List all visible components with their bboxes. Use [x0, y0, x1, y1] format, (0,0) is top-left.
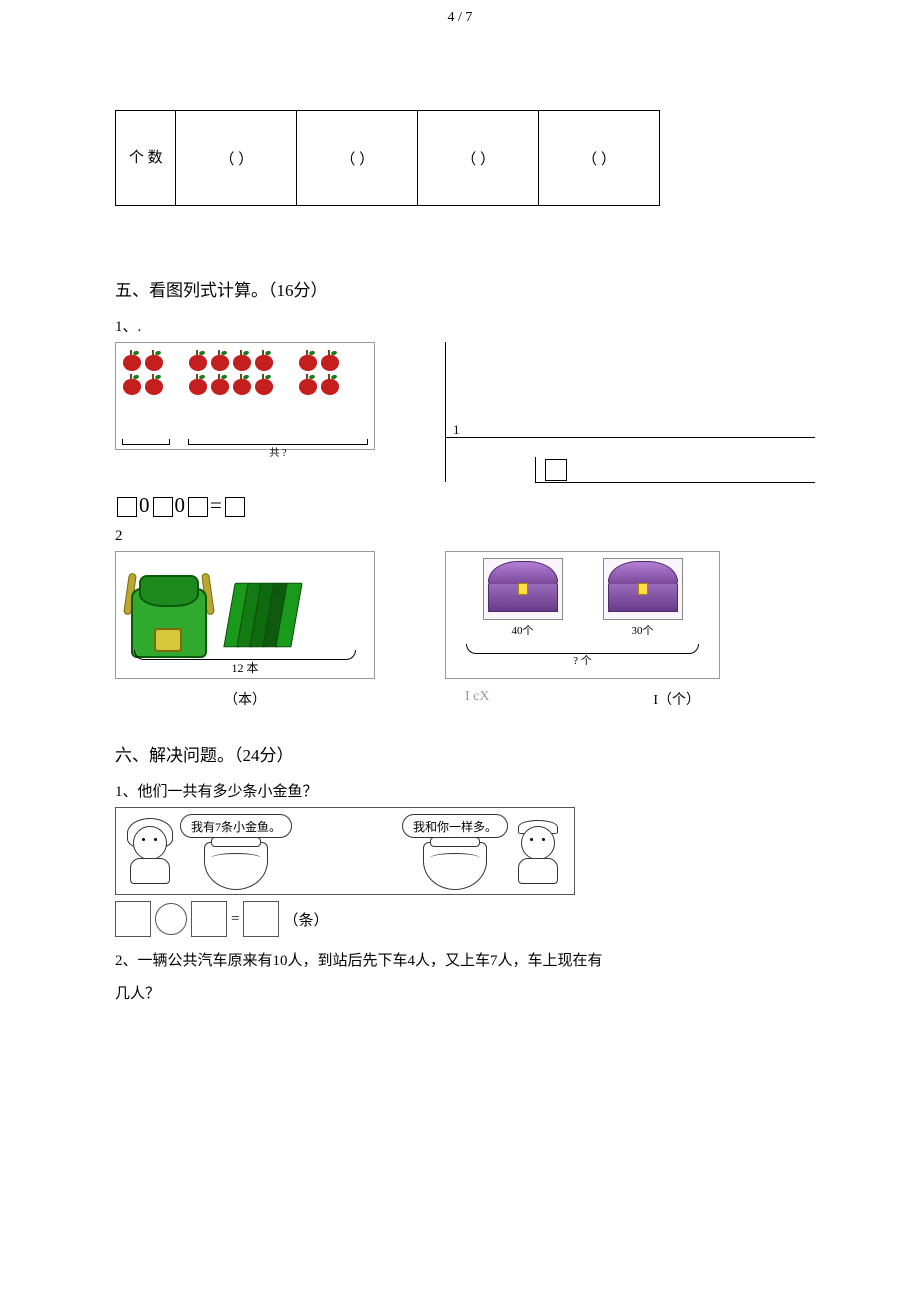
apple-icon: [144, 373, 164, 395]
apple-icon: [210, 349, 230, 371]
apple-icon: [122, 349, 142, 371]
boy-group: 我和你一样多。: [402, 814, 562, 888]
diagram-small-box: [545, 459, 567, 481]
backpack-icon: [124, 573, 214, 658]
backpack-label: 12 本: [116, 659, 374, 676]
count-cell: （ ）: [539, 111, 660, 206]
chests-figure: 40个 30个 ? 个: [445, 551, 720, 679]
q1-figure-row: 共 ? 1: [115, 342, 815, 487]
q2-figure-row: 12 本 （本） 40个 30个 ? 个: [115, 551, 815, 709]
worksheet-content: 个 数 （ ） （ ） （ ） （ ） 五、看图列式计算。（16分） 1、.: [115, 110, 815, 1011]
section5-title: 五、看图列式计算。（16分）: [115, 276, 815, 301]
blank-box: [225, 497, 245, 517]
count-cell: （ ）: [176, 111, 297, 206]
fish-answer-row: = （条）: [115, 901, 815, 937]
fish-unit: （条）: [283, 909, 328, 930]
apple-group-2: [188, 349, 274, 443]
backpack-figure: 12 本: [115, 551, 375, 679]
apples-figure: 共 ?: [115, 342, 375, 450]
blank-box: [188, 497, 208, 517]
count-table: 个 数 （ ） （ ） （ ） （ ）: [115, 110, 660, 206]
section6-title: 六、解决问题。（24分）: [115, 741, 815, 766]
answer-box: [115, 901, 151, 937]
apple-icon: [144, 349, 164, 371]
s6-q1-number: 1、他们一共有多少条小金鱼？: [115, 780, 815, 801]
apple-group-3: [298, 349, 340, 443]
table-row: 个 数 （ ） （ ） （ ） （ ）: [116, 111, 660, 206]
apple-group-1: [122, 349, 164, 443]
equals-sign: =: [231, 911, 239, 928]
blank-box: [117, 497, 137, 517]
boy-speech: 我和你一样多。: [402, 814, 508, 838]
fish-figure: 我有7条小金鱼。 我和你一样多。: [115, 807, 575, 895]
chest-icon: [483, 558, 563, 620]
girl-speech: 我有7条小金鱼。: [180, 814, 292, 838]
apple-icon: [210, 373, 230, 395]
apple-icon: [298, 373, 318, 395]
section6: 六、解决问题。（24分） 1、他们一共有多少条小金鱼？ 我有7条小金鱼。 我和你…: [115, 741, 815, 1011]
blank-box: [153, 497, 173, 517]
right-unit: I（个）: [653, 689, 700, 709]
q1-equation: 00 =: [115, 493, 815, 518]
s6-q2: 2、一辆公共汽车原来有10人，到站后先下车4人，又上车7人，车上现在有 几人？: [115, 945, 815, 1011]
apple-icon: [232, 349, 252, 371]
eq-zero: 0: [175, 493, 187, 517]
count-cell: （ ）: [418, 111, 539, 206]
girl-group: 我有7条小金鱼。: [126, 814, 292, 888]
bracket-label: 共 ?: [188, 444, 368, 459]
apple-icon: [298, 349, 318, 371]
count-header: 个 数: [116, 111, 176, 206]
apple-icon: [188, 349, 208, 371]
q2-number: 2: [115, 528, 815, 545]
books-icon: [226, 583, 302, 648]
boy-icon: [514, 814, 562, 884]
apple-icon: [320, 373, 340, 395]
apple-icon: [254, 373, 274, 395]
answer-box: [243, 901, 279, 937]
apple-icon: [188, 373, 208, 395]
left-unit: （本）: [115, 689, 375, 709]
chest-icon: [603, 558, 683, 620]
q1-number: 1、.: [115, 315, 815, 336]
apple-icon: [232, 373, 252, 395]
answer-circle: [155, 903, 187, 935]
girl-icon: [126, 814, 174, 884]
right-unit-faint: I cX: [465, 689, 490, 709]
page-number: 4 / 7: [0, 10, 920, 26]
diagram-right: 1: [445, 342, 815, 487]
chest2-label: 30个: [632, 622, 654, 638]
eq-zero: 0: [139, 493, 151, 517]
answer-box: [191, 901, 227, 937]
fishbowl-icon: [423, 842, 487, 890]
chest1-label: 40个: [512, 622, 534, 638]
eq-equals: =: [210, 493, 223, 517]
right-unit-row: I cX I（个）: [445, 689, 720, 709]
diagram-label: 1: [453, 422, 460, 438]
apple-icon: [320, 349, 340, 371]
chests-question: ? 个: [446, 652, 719, 668]
bracket-left: [122, 439, 170, 445]
fishbowl-icon: [204, 842, 268, 890]
apple-icon: [122, 373, 142, 395]
count-cell: （ ）: [297, 111, 418, 206]
apple-icon: [254, 349, 274, 371]
